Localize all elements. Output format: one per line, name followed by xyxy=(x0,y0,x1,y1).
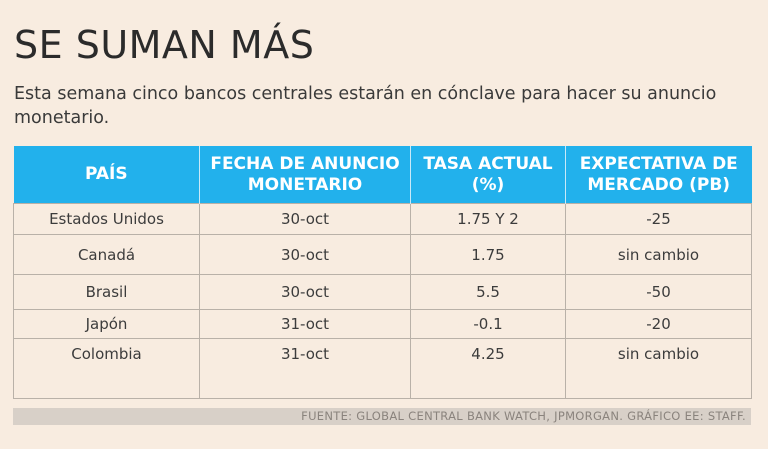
column-header-country: PAÍS xyxy=(13,146,200,204)
table-header-row: PAÍS FECHA DE ANUNCIO MONETARIO TASA ACT… xyxy=(13,146,752,204)
rates-table: PAÍS FECHA DE ANUNCIO MONETARIO TASA ACT… xyxy=(13,146,752,399)
cell-country: Estados Unidos xyxy=(13,203,200,235)
cell-rate: 1.75 Y 2 xyxy=(410,203,566,235)
cell-rate: -0.1 xyxy=(410,309,566,339)
cell-expectation: -20 xyxy=(565,309,752,339)
column-header-announcement-date: FECHA DE ANUNCIO MONETARIO xyxy=(199,146,411,204)
cell-expectation: sin cambio xyxy=(565,234,752,275)
table-row: Canadá 30-oct 1.75 sin cambio xyxy=(13,234,752,275)
page-subtitle: Esta semana cinco bancos centrales estar… xyxy=(14,84,717,128)
source-note: FUENTE: GLOBAL CENTRAL BANK WATCH, JPMOR… xyxy=(13,408,751,425)
cell-date: 30-oct xyxy=(199,234,411,275)
table-row: Estados Unidos 30-oct 1.75 Y 2 -25 xyxy=(13,203,752,235)
cell-country: Colombia xyxy=(13,338,200,399)
cell-rate: 5.5 xyxy=(410,274,566,310)
table-row: Brasil 30-oct 5.5 -50 xyxy=(13,274,752,310)
cell-rate: 1.75 xyxy=(410,234,566,275)
cell-expectation: sin cambio xyxy=(565,338,752,399)
table-row: Japón 31-oct -0.1 -20 xyxy=(13,309,752,339)
cell-date: 31-oct xyxy=(199,338,411,399)
cell-country: Canadá xyxy=(13,234,200,275)
cell-expectation: -50 xyxy=(565,274,752,310)
page-title: SE SUMAN MÁS xyxy=(14,23,315,67)
cell-rate: 4.25 xyxy=(410,338,566,399)
cell-date: 30-oct xyxy=(199,274,411,310)
cell-date: 31-oct xyxy=(199,309,411,339)
column-header-market-expectation: EXPECTATIVA DE MERCADO (PB) xyxy=(565,146,752,204)
cell-expectation: -25 xyxy=(565,203,752,235)
cell-country: Brasil xyxy=(13,274,200,310)
cell-date: 30-oct xyxy=(199,203,411,235)
cell-country: Japón xyxy=(13,309,200,339)
column-header-current-rate: TASA ACTUAL (%) xyxy=(410,146,566,204)
table-row: Colombia 31-oct 4.25 sin cambio xyxy=(13,338,752,399)
